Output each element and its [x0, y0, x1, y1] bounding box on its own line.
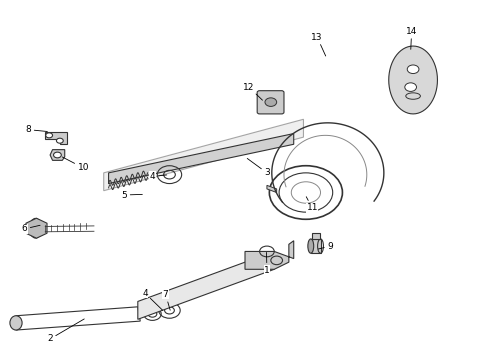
Polygon shape [50, 150, 65, 160]
Text: 10: 10 [62, 157, 89, 172]
Text: 5: 5 [122, 190, 143, 199]
Text: 3: 3 [247, 158, 270, 177]
Text: 11: 11 [306, 197, 318, 212]
Polygon shape [389, 46, 438, 114]
Text: 6: 6 [22, 224, 40, 233]
Circle shape [265, 98, 277, 107]
Bar [311, 239, 320, 253]
Ellipse shape [10, 316, 22, 330]
Polygon shape [104, 119, 303, 191]
Circle shape [46, 133, 52, 138]
Polygon shape [109, 134, 294, 184]
Text: 12: 12 [243, 83, 263, 100]
Text: 9: 9 [318, 242, 333, 251]
Text: 4: 4 [149, 172, 167, 181]
Bar [312, 233, 319, 239]
Polygon shape [16, 307, 140, 330]
Ellipse shape [308, 239, 314, 253]
Circle shape [407, 65, 419, 73]
Polygon shape [245, 241, 294, 269]
Text: 8: 8 [25, 125, 48, 134]
Ellipse shape [29, 219, 42, 238]
Circle shape [405, 83, 416, 91]
Circle shape [56, 138, 63, 143]
FancyBboxPatch shape [257, 91, 284, 114]
Polygon shape [267, 185, 277, 193]
Text: 7: 7 [163, 290, 170, 310]
Polygon shape [138, 251, 274, 319]
Text: 2: 2 [48, 319, 84, 343]
Text: 13: 13 [311, 33, 326, 56]
Circle shape [53, 152, 61, 158]
Text: 4: 4 [142, 289, 163, 310]
Polygon shape [45, 132, 67, 144]
Polygon shape [26, 218, 47, 238]
Text: 1: 1 [264, 252, 270, 275]
Text: 14: 14 [406, 27, 417, 49]
